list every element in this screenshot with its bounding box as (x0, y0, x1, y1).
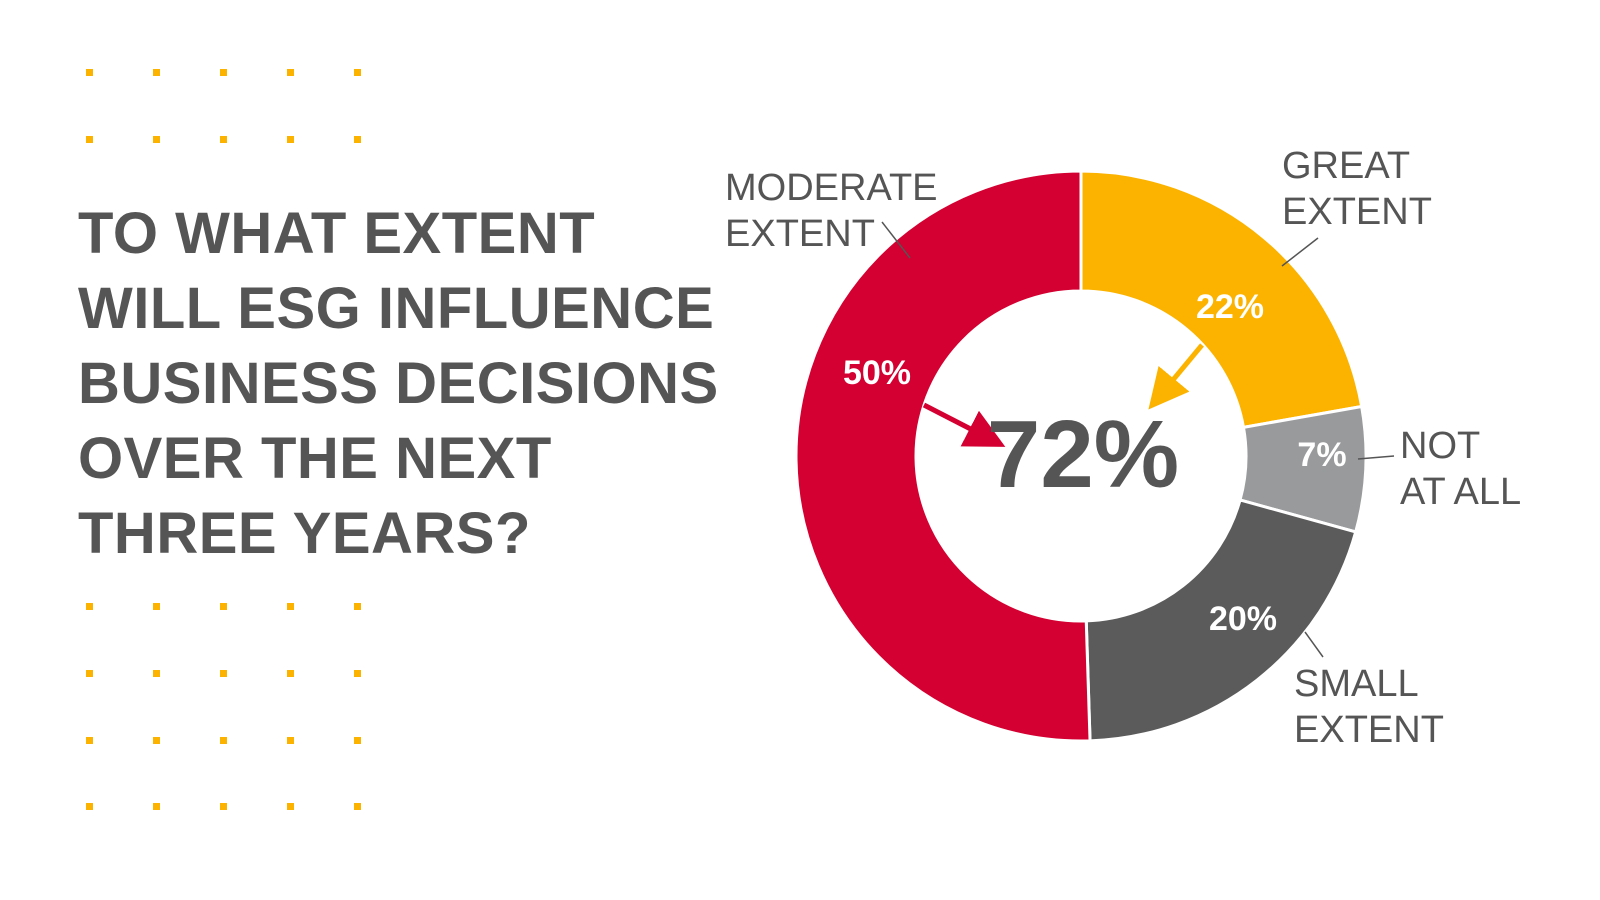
decorative-dot (287, 603, 294, 610)
decorative-dot (220, 737, 227, 744)
decorative-dot (86, 603, 93, 610)
category-label-small-extent: SMALL EXTENT (1294, 663, 1444, 751)
slice-moderate-extent (794, 169, 1092, 743)
decorative-dot (153, 670, 160, 677)
decorative-dot (153, 803, 160, 810)
question-line: OVER THE NEXT (78, 426, 552, 491)
question-line: THREE YEARS? (78, 501, 531, 566)
category-label-line: NOT (1400, 425, 1480, 467)
decorative-dot (153, 737, 160, 744)
decorative-dot (287, 69, 294, 76)
category-label-line: GREAT (1282, 145, 1410, 187)
value-label-small-extent: 20% (1209, 600, 1277, 638)
category-label-line: EXTENT (725, 213, 875, 255)
decorative-dot (86, 69, 93, 76)
category-label-not-at-all: NOT AT ALL (1400, 425, 1521, 513)
decorative-dot (153, 136, 160, 143)
decorative-dot (86, 803, 93, 810)
leader-line-small-extent (1304, 631, 1324, 658)
category-label-line: SMALL (1294, 663, 1419, 705)
leader-line-moderate-extent (881, 221, 911, 259)
slice-small-extent (1084, 498, 1358, 743)
center-total-label: 72% (987, 401, 1179, 508)
category-label-great-extent: GREAT EXTENT (1282, 145, 1432, 233)
decorative-dot (220, 69, 227, 76)
decorative-dot (86, 737, 93, 744)
decorative-dot (153, 603, 160, 610)
decorative-dot (354, 670, 361, 677)
arrow-from-great (1148, 343, 1204, 410)
leader-line-great-extent (1281, 237, 1319, 267)
decorative-dot (220, 670, 227, 677)
total-arrows (922, 343, 1204, 447)
category-label-line: EXTENT (1294, 709, 1444, 751)
decorative-dot (220, 136, 227, 143)
category-label-line: MODERATE (725, 167, 938, 209)
slice-great-extent (1079, 169, 1364, 430)
decorative-dot (153, 69, 160, 76)
category-label-line: EXTENT (1282, 191, 1432, 233)
leader-line-not-at-all (1357, 455, 1395, 460)
donut-slices (794, 169, 1368, 743)
decorative-dot (220, 803, 227, 810)
decorative-dot (220, 603, 227, 610)
decorative-dot (354, 603, 361, 610)
arrow-from-moderate (922, 402, 1006, 447)
question-title: TO WHAT EXTENT WILL ESG INFLUENCE BUSINE… (78, 196, 719, 571)
value-label-great-extent: 22% (1196, 288, 1264, 326)
decorative-dot (86, 670, 93, 677)
value-label-moderate-extent: 50% (843, 354, 911, 392)
leader-lines (881, 221, 1395, 658)
decorative-dot (354, 136, 361, 143)
decorative-dot (86, 136, 93, 143)
value-label-not-at-all: 7% (1297, 436, 1346, 474)
category-label-moderate-extent: MODERATE EXTENT (725, 167, 938, 255)
question-line: TO WHAT EXTENT (78, 201, 596, 266)
question-line: WILL ESG INFLUENCE (78, 276, 715, 341)
decorative-dot (287, 737, 294, 744)
decorative-dot (354, 803, 361, 810)
category-label-line: AT ALL (1400, 471, 1521, 513)
decorative-dot (287, 136, 294, 143)
question-line: BUSINESS DECISIONS (78, 351, 719, 416)
decorative-dot (354, 69, 361, 76)
decorative-dot (354, 737, 361, 744)
decorative-dot (287, 670, 294, 677)
decorative-dot (287, 803, 294, 810)
